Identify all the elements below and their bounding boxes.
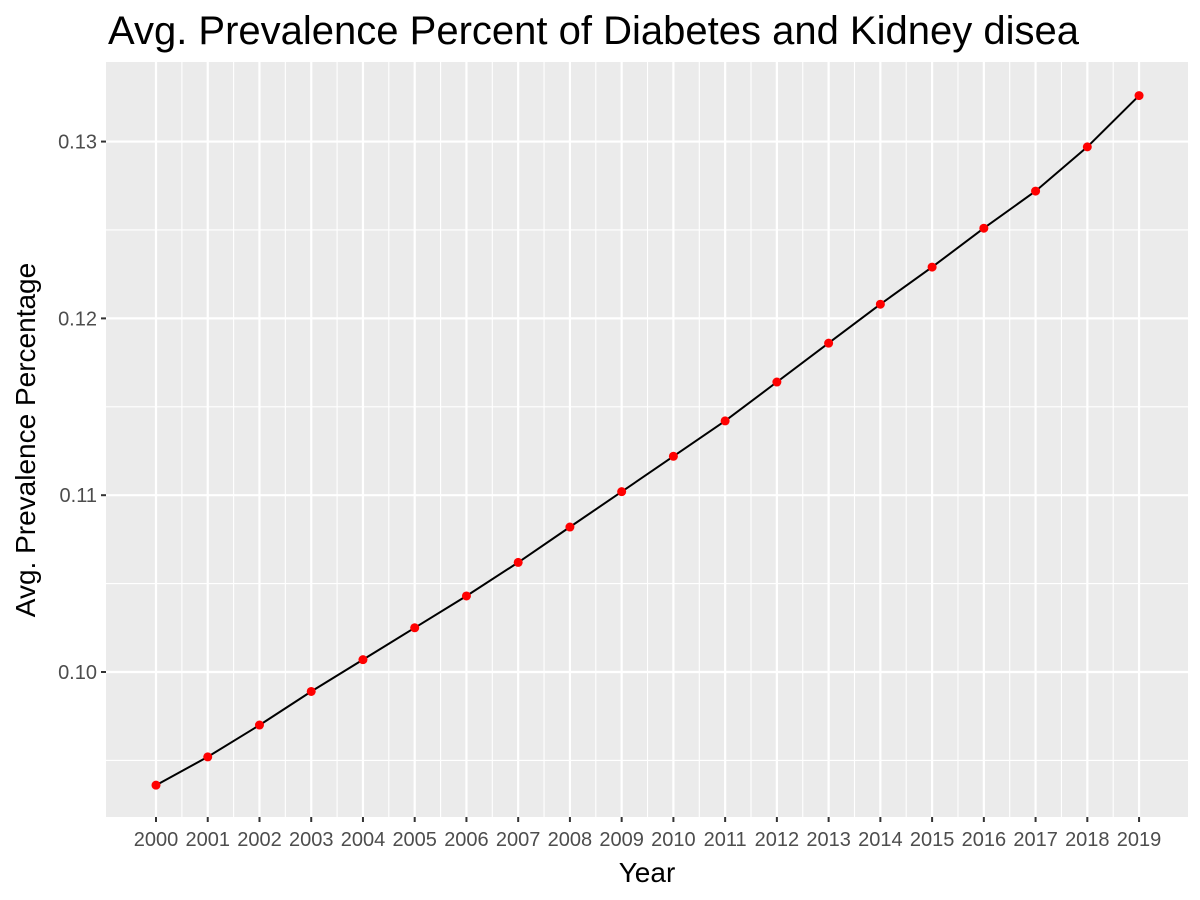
x-tick-label: 2005 (392, 829, 437, 851)
x-tick-label: 2008 (548, 829, 593, 851)
data-point (461, 591, 471, 601)
data-point (306, 686, 316, 696)
data-point (617, 487, 627, 497)
x-tick-label: 2012 (755, 829, 800, 851)
x-axis: 2000 2001 2002 2003 2004 2005 2006 2007 2008 2009… (134, 817, 1162, 851)
data-point (151, 780, 161, 790)
data-point (668, 451, 678, 461)
chart-title: Avg. Prevalence Percent of Diabetes and … (108, 9, 1080, 53)
x-tick-label: 2017 (1013, 829, 1058, 851)
y-tick-label: 0.11 (60, 485, 97, 507)
x-tick-label: 2000 (134, 829, 179, 851)
x-axis-title: Year (619, 857, 676, 888)
data-point (513, 557, 523, 567)
data-point (565, 522, 575, 532)
data-point (358, 655, 368, 665)
data-point (203, 752, 213, 762)
data-point (979, 223, 989, 233)
x-tick-label: 2015 (910, 829, 955, 851)
x-tick-label: 2004 (341, 829, 386, 851)
data-point (1082, 142, 1092, 152)
data-point (824, 338, 834, 348)
x-tick-label: 2010 (651, 829, 696, 851)
y-tick-label: 0.13 (58, 132, 97, 154)
x-tick-label: 2001 (185, 829, 230, 851)
x-tick-label: 2019 (1117, 829, 1162, 851)
data-point (254, 720, 264, 730)
x-tick-label: 2009 (599, 829, 644, 851)
data-point (410, 623, 420, 633)
x-tick-label: 2013 (806, 829, 851, 851)
data-point (720, 416, 730, 426)
series-line (155, 94, 1140, 787)
x-tick-label: 2003 (289, 829, 334, 851)
data-point (875, 299, 885, 309)
x-tick-label: 2002 (237, 829, 282, 851)
x-tick-label: 2018 (1065, 829, 1110, 851)
grid-lines (106, 62, 1188, 817)
data-point (927, 262, 937, 272)
series (151, 91, 1144, 790)
x-tick-label: 2016 (962, 829, 1007, 851)
data-point (1031, 186, 1041, 196)
y-tick-label: 0.12 (58, 308, 97, 330)
y-axis: 0.10 0.11 0.12 0.13 (58, 132, 106, 684)
x-tick-label: 2011 (704, 829, 747, 851)
y-axis-title: Avg. Prevalence Percentage (10, 263, 41, 617)
data-point (772, 377, 782, 387)
y-tick-label: 0.10 (58, 662, 97, 684)
x-tick-label: 2006 (444, 829, 489, 851)
x-tick-label: 2014 (858, 829, 903, 851)
data-point (1134, 91, 1144, 101)
x-tick-label: 2007 (496, 829, 541, 851)
